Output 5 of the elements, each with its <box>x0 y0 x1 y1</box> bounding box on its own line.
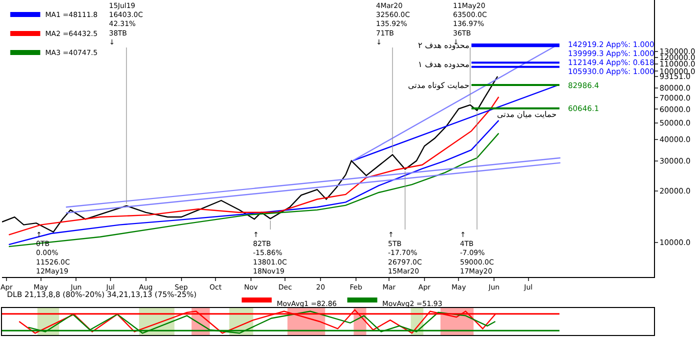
annotation: حمایت کوتاه مدتی <box>408 81 470 90</box>
annotation: حمایت میان مدتی <box>497 110 557 119</box>
line-series <box>8 96 500 236</box>
line-series <box>2 76 498 233</box>
annotation: محدوده هدف ۱ <box>418 60 470 69</box>
